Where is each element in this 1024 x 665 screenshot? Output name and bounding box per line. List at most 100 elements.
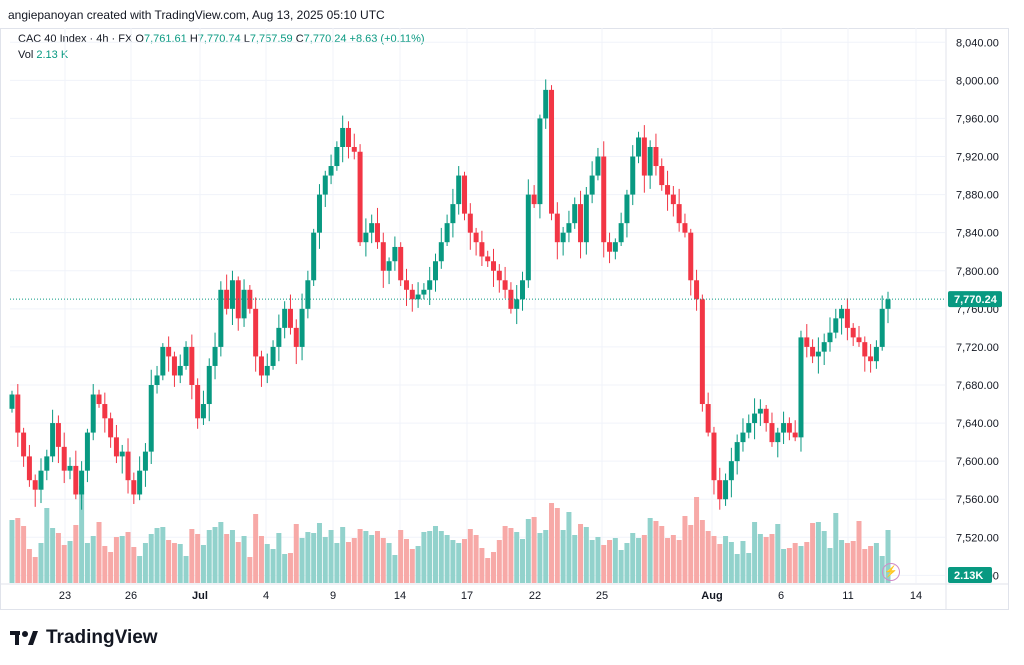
volume-bar xyxy=(566,512,572,583)
tradingview-logo-icon xyxy=(10,631,38,645)
volume-bar xyxy=(473,535,479,583)
candle-body xyxy=(560,232,566,243)
last-price-label: 7,770.24 xyxy=(954,294,998,306)
volume-bar xyxy=(589,540,595,583)
lightning-icon[interactable]: ⚡ xyxy=(882,563,900,581)
volume-bar xyxy=(409,549,415,583)
candle-body xyxy=(137,470,143,495)
volume-bar xyxy=(653,521,659,583)
candle-body xyxy=(804,337,810,347)
candle-body xyxy=(531,194,537,205)
volume-bar xyxy=(723,536,729,583)
volume-bar xyxy=(670,535,676,583)
candle-body xyxy=(142,451,148,471)
volume-bar xyxy=(705,531,711,583)
price-chart[interactable]: 7,480.007,520.007,560.007,600.007,640.00… xyxy=(0,28,1009,610)
candle-body xyxy=(665,185,671,195)
candle-body xyxy=(96,394,102,405)
vol-label[interactable]: Vol xyxy=(18,49,34,61)
candle-body xyxy=(781,423,787,433)
volume-bar xyxy=(403,539,409,583)
volume-bar xyxy=(543,530,549,583)
candle-body xyxy=(641,137,647,176)
candle-body xyxy=(676,204,682,224)
volume-bar xyxy=(241,536,247,583)
volume-bar xyxy=(682,516,688,583)
volume-bar xyxy=(421,532,427,583)
candle-body xyxy=(270,346,276,366)
candle-body xyxy=(9,394,15,409)
volume-bar xyxy=(844,543,850,583)
candle-body xyxy=(549,89,555,214)
last-price-badge xyxy=(948,291,1002,308)
candle-body xyxy=(415,294,421,300)
volume-bar xyxy=(479,548,485,583)
volume-bar xyxy=(781,549,787,583)
volume-bar xyxy=(195,534,201,583)
volume-bar xyxy=(90,536,96,583)
candle-body xyxy=(537,118,543,205)
volume-bar xyxy=(148,534,154,583)
candle-body xyxy=(195,384,201,419)
volume-bar xyxy=(786,548,792,583)
volume-bar xyxy=(351,538,357,583)
candle-body xyxy=(769,423,775,443)
volume-bar xyxy=(142,543,148,583)
volume-bar xyxy=(96,522,102,583)
volume-bar xyxy=(79,486,85,583)
volume-bar xyxy=(38,543,44,583)
candle-body xyxy=(589,175,595,195)
volume-bar xyxy=(113,537,119,583)
volume-bar xyxy=(270,549,276,583)
volume-bar xyxy=(618,550,624,583)
volume-bar xyxy=(264,544,270,583)
volume-bar xyxy=(108,552,114,583)
volume-bar xyxy=(183,556,189,583)
candle-body xyxy=(102,404,108,419)
candle-body xyxy=(206,365,212,405)
volume-bar xyxy=(763,537,769,583)
candle-body xyxy=(345,127,351,147)
candle-body xyxy=(479,242,485,257)
candle-body xyxy=(380,242,386,271)
volume-bar xyxy=(154,528,160,583)
candle-body xyxy=(618,223,624,243)
candle-body xyxy=(810,346,816,357)
candle-body xyxy=(659,166,665,186)
volume-bar xyxy=(752,522,758,583)
tradingview-branding[interactable]: TradingView xyxy=(10,627,158,649)
volume-bar xyxy=(334,543,340,583)
volume-bar xyxy=(15,518,21,583)
candle-body xyxy=(705,404,711,433)
candle-body xyxy=(885,299,891,309)
volume-bar xyxy=(131,547,137,583)
candle-body xyxy=(392,246,398,262)
chart-attribution: angiepanoyan created with TradingView.co… xyxy=(8,8,385,22)
volume-bar xyxy=(345,542,351,583)
y-tick-label: 7,800.00 xyxy=(956,266,999,278)
last-volume-label: 2.13K xyxy=(954,570,983,582)
candle-body xyxy=(786,423,792,433)
candle-body xyxy=(839,308,845,319)
volume-bar xyxy=(206,530,212,583)
y-tick-label: 7,920.00 xyxy=(956,152,999,164)
candle-body xyxy=(653,146,659,167)
brand-name: TradingView xyxy=(46,627,158,648)
volume-bar xyxy=(462,539,468,583)
volume-bar xyxy=(258,536,264,583)
candle-body xyxy=(351,146,357,152)
volume-bar xyxy=(583,527,589,583)
volume-bar xyxy=(560,530,566,583)
candle-body xyxy=(21,432,27,457)
y-tick-label: 7,840.00 xyxy=(956,228,999,240)
volume-bar xyxy=(688,525,694,583)
candle-body xyxy=(844,308,850,328)
candle-body xyxy=(293,327,299,347)
candle-body xyxy=(572,204,578,224)
volume-bar xyxy=(432,526,438,583)
volume-bar xyxy=(757,534,763,583)
candle-body xyxy=(357,151,363,243)
candle-body xyxy=(119,451,125,457)
candle-body xyxy=(670,194,676,205)
volume-bar xyxy=(322,537,328,583)
